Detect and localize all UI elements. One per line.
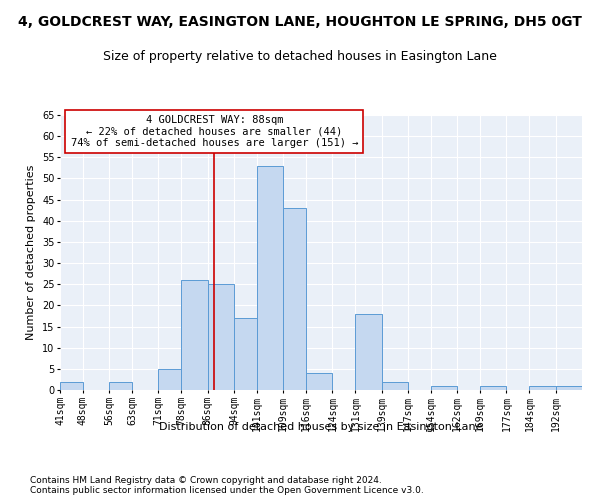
- Bar: [158, 369, 181, 390]
- Bar: [306, 373, 332, 390]
- Bar: [382, 382, 408, 390]
- Text: Distribution of detached houses by size in Easington Lane: Distribution of detached houses by size …: [159, 422, 483, 432]
- Text: 4 GOLDCREST WAY: 88sqm
← 22% of detached houses are smaller (44)
74% of semi-det: 4 GOLDCREST WAY: 88sqm ← 22% of detached…: [71, 115, 358, 148]
- Bar: [234, 318, 257, 390]
- Bar: [208, 284, 234, 390]
- Bar: [529, 386, 556, 390]
- Bar: [109, 382, 132, 390]
- Bar: [431, 386, 457, 390]
- Text: 4, GOLDCREST WAY, EASINGTON LANE, HOUGHTON LE SPRING, DH5 0GT: 4, GOLDCREST WAY, EASINGTON LANE, HOUGHT…: [18, 15, 582, 29]
- Bar: [556, 386, 582, 390]
- Bar: [355, 314, 382, 390]
- Bar: [181, 280, 208, 390]
- Bar: [283, 208, 306, 390]
- Bar: [480, 386, 506, 390]
- Bar: [257, 166, 283, 390]
- Text: Size of property relative to detached houses in Easington Lane: Size of property relative to detached ho…: [103, 50, 497, 63]
- Bar: [60, 382, 83, 390]
- Y-axis label: Number of detached properties: Number of detached properties: [26, 165, 37, 340]
- Text: Contains HM Land Registry data © Crown copyright and database right 2024.
Contai: Contains HM Land Registry data © Crown c…: [30, 476, 424, 495]
